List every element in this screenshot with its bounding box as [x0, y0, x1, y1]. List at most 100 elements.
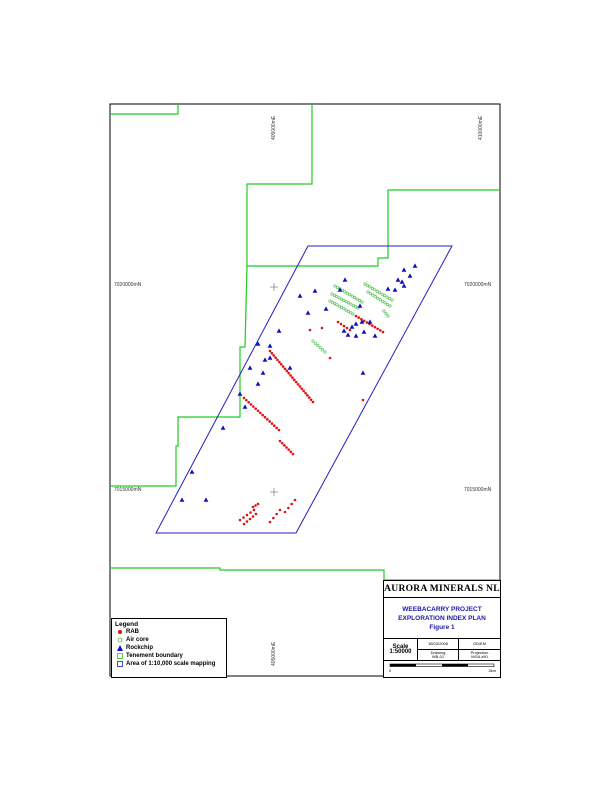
rockchip-sample	[399, 279, 405, 284]
rockchip-sample	[385, 286, 391, 291]
aircore-sample	[370, 286, 374, 290]
rab-sample	[245, 513, 249, 517]
grid-label-right-n-lower: 7015000mN	[464, 487, 492, 493]
rockchip-sample	[260, 370, 266, 375]
aircore-sample	[350, 294, 354, 298]
rockchip-sample	[305, 310, 311, 315]
date-cell: 16/03/2006	[418, 639, 459, 650]
aircore-sample	[335, 303, 339, 307]
rockchip-sample	[361, 329, 367, 334]
rockchip-sample	[372, 333, 378, 338]
rab-sample	[293, 498, 297, 502]
aircore-sample	[368, 285, 372, 289]
rab-sample	[307, 396, 311, 399]
aircore-sample	[375, 289, 379, 293]
aircore-sample	[363, 282, 367, 286]
rab-sample	[336, 320, 340, 324]
legend-item-tenement: Tenement boundary	[116, 652, 226, 660]
blue-box-icon	[116, 660, 126, 668]
aircore-sample	[347, 301, 351, 305]
rab-sample	[373, 325, 377, 329]
author-cell: GD/EM	[459, 639, 500, 650]
aircore-sample	[384, 311, 388, 315]
aircore-sample	[378, 298, 382, 302]
figure-number: Figure 1	[429, 623, 455, 631]
aircore-sample	[382, 309, 386, 313]
rab-sample	[281, 365, 285, 368]
projection-label: Projection	[470, 649, 489, 655]
rab-sample	[298, 385, 302, 388]
rockchip-sample	[312, 288, 318, 293]
rab-sample	[242, 396, 246, 400]
aircore-sample	[342, 298, 346, 302]
projection-cell: Projection MGA z50	[459, 650, 500, 661]
aircore-sample	[368, 292, 372, 296]
rab-sample	[245, 520, 249, 523]
rockchip-sample	[267, 343, 273, 348]
rab-sample	[252, 508, 256, 512]
grid-label-right-n-upper: 7020000mN	[464, 282, 492, 288]
title-block: AURORA MINERALS NL WEEBACARRY PROJECT EX…	[383, 580, 501, 678]
rockchip-sample	[360, 370, 366, 375]
aircore-sample	[321, 348, 325, 352]
rockchip-sample	[262, 357, 268, 362]
rab-sample	[268, 349, 272, 353]
scale-cell: Scale 1:50000	[384, 639, 418, 661]
rockchip-sample	[276, 328, 282, 333]
author-value: GD/EM	[472, 640, 487, 646]
drawing-cell: Drawing WB-01	[418, 650, 459, 661]
drawing-value: WB-01	[431, 654, 445, 659]
aircore-sample	[345, 291, 349, 295]
rab-sample	[272, 354, 276, 357]
rab-sample	[270, 351, 274, 355]
aircore-sample	[358, 299, 362, 303]
legend-item-label: Tenement boundary	[126, 653, 183, 659]
rab-sample	[268, 520, 272, 524]
rab-sample	[275, 426, 278, 430]
rockchip-sample	[341, 328, 347, 333]
rab-sample	[304, 391, 307, 395]
drawing-label: Drawing	[430, 649, 446, 655]
rab-sample	[263, 415, 267, 419]
rab-sample	[306, 394, 309, 397]
aircore-sample	[373, 295, 377, 299]
aircore-samples	[311, 282, 394, 354]
aircore-sample	[378, 291, 382, 295]
aircore-sample	[373, 288, 377, 292]
rockchip-sample	[267, 355, 273, 360]
rab-sample	[283, 510, 287, 514]
aircore-sample	[311, 339, 315, 343]
green-circle-icon	[116, 636, 126, 644]
aircore-sample	[390, 298, 394, 302]
rab-sample	[254, 407, 257, 410]
legend-item-label: Rockchip	[126, 645, 154, 651]
aircore-sample	[356, 306, 360, 310]
rockchip-samples	[179, 263, 418, 502]
aircore-sample	[328, 299, 332, 303]
aircore-sample	[351, 303, 355, 307]
aircore-sample	[333, 302, 337, 306]
scale-value: 1:50000	[389, 648, 412, 655]
aircore-sample	[349, 311, 353, 315]
aircore-sample	[376, 296, 380, 300]
rab-sample	[342, 324, 346, 328]
aircore-sample	[380, 292, 384, 296]
rab-sample	[294, 380, 298, 384]
legend-item-label: RAB	[126, 629, 139, 635]
scale-bar-end: 2km	[488, 668, 496, 673]
aircore-sample	[351, 312, 355, 316]
rockchip-sample	[247, 365, 253, 370]
rab-sample	[320, 326, 324, 330]
rab-sample	[293, 378, 296, 382]
aircore-sample	[318, 346, 322, 350]
aircore-sample	[346, 309, 350, 313]
rockchip-sample	[237, 391, 243, 396]
rab-sample	[309, 398, 313, 402]
legend-item-label: Area of 1:10,000 scale mapping	[126, 661, 216, 667]
rab-sample	[290, 502, 293, 506]
grid-label-top-left-e: 405000mE	[271, 115, 277, 140]
aircore-sample	[385, 295, 389, 299]
rab-sample	[279, 363, 283, 366]
rab-sample	[242, 522, 246, 526]
rab-sample	[348, 328, 352, 332]
